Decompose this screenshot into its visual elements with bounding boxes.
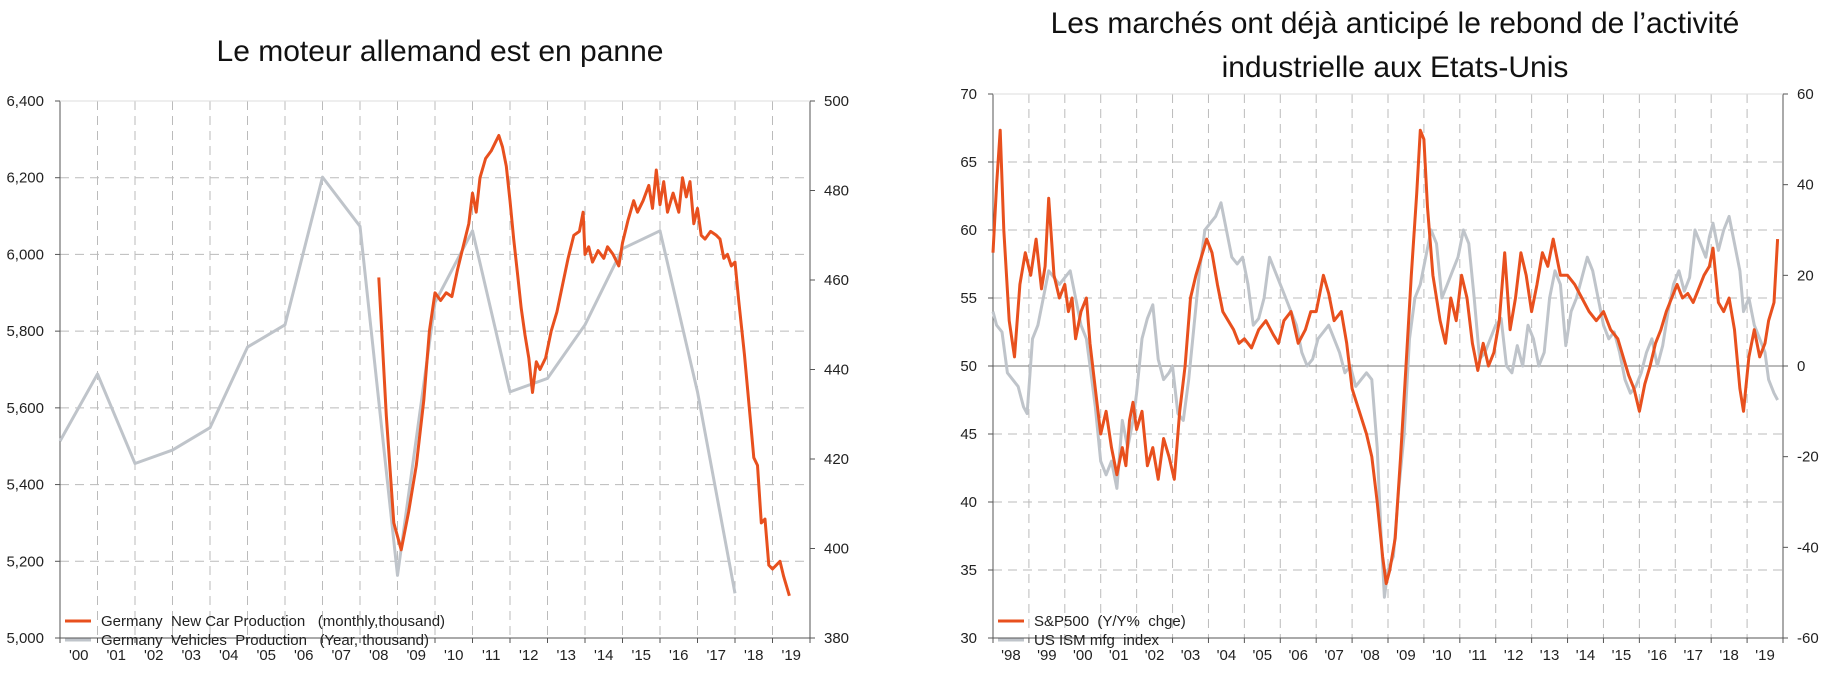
right-left-tick-label: 40 — [960, 494, 977, 511]
right-left-tick-label: 50 — [960, 358, 977, 375]
left-x-tick-label: '02 — [144, 647, 164, 664]
left-x-tick-label: '13 — [556, 647, 576, 664]
left-left-tick-label: 6,200 — [6, 170, 44, 187]
right-x-tick-label: '19 — [1755, 647, 1775, 664]
left-left-tick-label: 5,400 — [6, 477, 44, 494]
right-x-tick-label: '18 — [1719, 647, 1739, 664]
left-left-tick-label: 6,000 — [6, 246, 44, 263]
left-x-tick-label: '04 — [219, 647, 239, 664]
right-right-tick-label: 60 — [1797, 86, 1814, 103]
right-x-tick-label: '16 — [1648, 647, 1668, 664]
left-legend-label: Germany New Car Production (monthly,thou… — [101, 613, 445, 630]
left-series-line-orange — [377, 134, 791, 597]
right-legend-label: US ISM mfg index — [1034, 632, 1160, 649]
left-x-tick-label: '19 — [781, 647, 801, 664]
left-x-tick-label: '01 — [106, 647, 126, 664]
right-right-tick-label: -40 — [1797, 539, 1819, 556]
right-legend-label: S&P500 (Y/Y% chge) — [1034, 613, 1186, 630]
left-right-tick-label: 440 — [824, 362, 849, 379]
right-x-tick-label: '13 — [1540, 647, 1560, 664]
chart-title-right-line1: Les marchés ont déjà anticipé le rebond … — [1050, 7, 1740, 40]
right-x-tick-label: '12 — [1504, 647, 1524, 664]
left-x-tick-label: '03 — [181, 647, 201, 664]
left-x-tick-label: '15 — [631, 647, 651, 664]
right-series-line-gray — [991, 201, 1779, 599]
left-legend-label: Germany Vehicles Production (Year, thous… — [101, 632, 429, 649]
right-right-tick-label: -60 — [1797, 630, 1819, 647]
right-left-tick-label: 45 — [960, 426, 977, 443]
right-x-tick-label: '06 — [1288, 647, 1308, 664]
right-x-tick-label: '05 — [1253, 647, 1273, 664]
left-x-tick-label: '18 — [744, 647, 764, 664]
left-left-tick-label: 6,400 — [6, 93, 44, 110]
right-x-tick-label: '07 — [1324, 647, 1344, 664]
right-x-tick-label: '17 — [1683, 647, 1703, 664]
left-x-tick-label: '10 — [444, 647, 464, 664]
left-x-tick-label: '17 — [706, 647, 726, 664]
right-x-tick-label: '11 — [1469, 647, 1487, 664]
chart-title-right-line2: industrielle aux Etats-Unis — [1221, 51, 1569, 84]
right-x-tick-label: '15 — [1612, 647, 1632, 664]
right-left-tick-label: 30 — [960, 630, 977, 647]
right-x-tick-label: '99 — [1037, 647, 1057, 664]
left-right-tick-label: 380 — [824, 630, 849, 647]
left-left-tick-label: 5,800 — [6, 323, 44, 340]
left-x-tick-label: '11 — [482, 647, 500, 664]
right-right-tick-label: 0 — [1797, 358, 1805, 375]
right-left-tick-label: 60 — [960, 222, 977, 239]
right-right-tick-label: 40 — [1797, 177, 1814, 194]
left-x-tick-label: '08 — [369, 647, 389, 664]
right-left-tick-label: 55 — [960, 290, 977, 307]
right-x-tick-label: '00 — [1073, 647, 1093, 664]
right-x-tick-label: '14 — [1576, 647, 1596, 664]
left-x-tick-label: '16 — [669, 647, 689, 664]
left-right-tick-label: 400 — [824, 541, 849, 558]
chart-title-right: Les marchés ont déjà anticipé le rebond … — [985, 2, 1805, 90]
right-right-tick-label: 20 — [1797, 267, 1814, 284]
right-x-tick-label: '09 — [1396, 647, 1416, 664]
left-x-tick-label: '05 — [256, 647, 276, 664]
chart-title-left: Le moteur allemand est en panne — [216, 35, 664, 68]
left-x-tick-label: '00 — [69, 647, 89, 664]
right-chart-us: 30 35 40 45 50 55 60 65 70 -60 -40 -20 0 20 40 60 '98 '99… — [960, 86, 1818, 664]
left-x-tick-label: '07 — [331, 647, 351, 664]
left-right-tick-label: 460 — [824, 272, 849, 289]
right-x-tick-label: '08 — [1360, 647, 1380, 664]
right-left-tick-label: 70 — [960, 86, 977, 103]
left-right-tick-label: 500 — [824, 93, 849, 110]
right-x-tick-label: '10 — [1432, 647, 1452, 664]
right-x-tick-label: '98 — [1001, 647, 1021, 664]
left-x-tick-label: '12 — [519, 647, 539, 664]
right-x-tick-label: '01 — [1109, 647, 1129, 664]
left-x-tick-label: '14 — [594, 647, 614, 664]
left-left-tick-label: 5,600 — [6, 400, 44, 417]
left-right-tick-label: 480 — [824, 183, 849, 200]
right-x-tick-label: '02 — [1145, 647, 1165, 664]
left-chart-germany: 5,000 5,200 5,400 5,600 5,800 6,000 6,200 6,400… — [6, 93, 849, 664]
right-left-tick-label: 35 — [960, 562, 977, 579]
left-x-tick-label: '06 — [294, 647, 314, 664]
left-left-tick-label: 5,200 — [6, 553, 44, 570]
right-series-line-orange — [991, 128, 1780, 586]
left-left-tick-label: 5,000 — [6, 630, 44, 647]
left-x-tick-label: '09 — [406, 647, 426, 664]
right-left-tick-label: 65 — [960, 154, 977, 171]
right-right-tick-label: -20 — [1797, 449, 1819, 466]
left-right-tick-label: 420 — [824, 451, 849, 468]
right-x-tick-label: '03 — [1181, 647, 1201, 664]
right-x-tick-label: '04 — [1217, 647, 1237, 664]
